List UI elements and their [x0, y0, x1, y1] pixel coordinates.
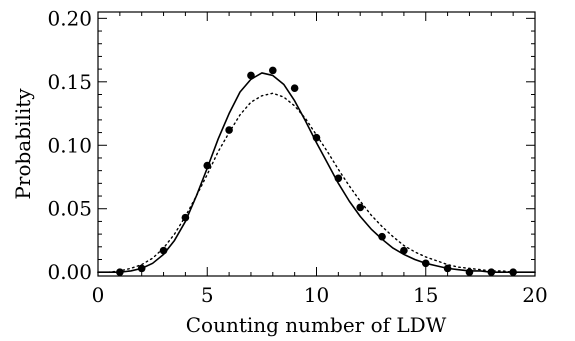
x-axis-label: Counting number of LDW [186, 313, 447, 337]
data-point [378, 232, 386, 241]
data-point [487, 268, 496, 276]
x-tick-label: 15 [413, 283, 438, 307]
series-markers [116, 66, 517, 276]
x-tick-label: 5 [201, 283, 214, 307]
y-tick-label: 0.20 [47, 6, 92, 30]
solid-curve [97, 72, 536, 273]
data-point [203, 161, 212, 170]
data-point [356, 203, 365, 212]
data-point [137, 264, 146, 273]
y-tick-label: 0.15 [47, 70, 92, 94]
x-tick-label: 20 [522, 283, 547, 307]
data-point [269, 66, 277, 75]
x-tick-label: 0 [92, 283, 105, 307]
data-point [181, 213, 190, 222]
series-curves [97, 72, 536, 273]
y-tick-label: 0.10 [47, 133, 92, 157]
data-point [509, 268, 517, 276]
data-point [159, 246, 168, 255]
y-tick-label: 0.00 [47, 260, 92, 284]
y-axis-label: Probability [11, 88, 35, 200]
data-point [225, 126, 233, 134]
data-point [312, 133, 321, 142]
data-point [334, 174, 343, 183]
dotted-curve [97, 92, 536, 273]
data-point [400, 246, 408, 255]
data-point [443, 264, 452, 273]
data-point [290, 84, 299, 92]
data-point [421, 259, 430, 268]
x-tick-label: 10 [304, 283, 329, 307]
data-point [116, 268, 124, 276]
data-point [247, 71, 255, 80]
y-tick-label: 0.05 [47, 197, 92, 221]
data-point [465, 268, 474, 276]
axis-ticks: 0 5 10 15 20 0.00 0.05 0.10 0.15 0.20 [47, 6, 547, 307]
